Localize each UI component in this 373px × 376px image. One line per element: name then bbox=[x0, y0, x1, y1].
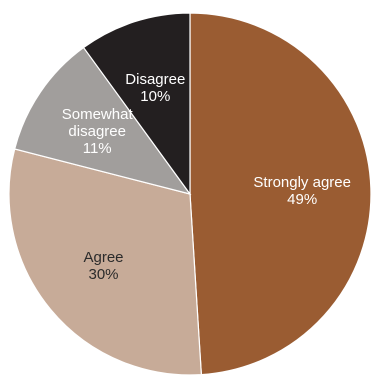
pie-slice-label-4: Disagree 10% bbox=[125, 71, 185, 105]
pie-slice-value: 49% bbox=[287, 191, 317, 208]
pie-slice-label-2: Agree 30% bbox=[83, 249, 123, 283]
pie-slice-value: 30% bbox=[88, 266, 118, 283]
pie-slice-category: disagree bbox=[68, 123, 126, 140]
pie-slice-value: 10% bbox=[140, 88, 170, 105]
pie-labels: Strongly agree 49% Agree 30% Somewhat disagre… bbox=[62, 71, 351, 283]
pie-slice-category: Disagree bbox=[125, 71, 185, 88]
pie-slice-4 bbox=[82, 12, 191, 196]
pie-slice-label-3: Somewhat disagree 11% bbox=[62, 106, 134, 157]
pie-slice-category: Strongly agree bbox=[253, 174, 351, 191]
pie-slice-category: Somewhat bbox=[62, 106, 134, 123]
pie-slice-3 bbox=[13, 46, 192, 195]
pie-slice-1 bbox=[189, 12, 372, 376]
pie-slice-category: Agree bbox=[83, 249, 123, 266]
pie-slice-label-1: Strongly agree 49% bbox=[253, 174, 351, 208]
pie-slice-value: 11% bbox=[83, 140, 112, 157]
pie-slices bbox=[8, 12, 372, 376]
pie-slice-2 bbox=[8, 148, 203, 376]
